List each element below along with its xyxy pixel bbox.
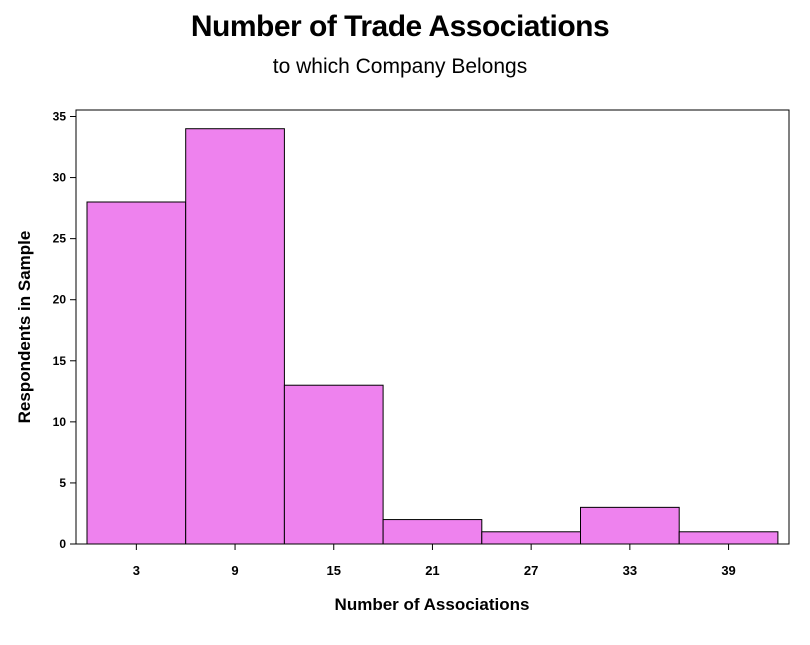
bar-3 bbox=[86, 201, 187, 545]
x-tick-label: 27 bbox=[524, 563, 538, 578]
y-tick-label: 10 bbox=[53, 415, 67, 429]
x-tick-label: 3 bbox=[133, 563, 140, 578]
y-tick-label: 25 bbox=[53, 232, 67, 246]
y-tick-label: 0 bbox=[59, 537, 66, 551]
x-tick-label: 33 bbox=[623, 563, 637, 578]
x-axis: 3 9 15 21 27 33 39 bbox=[133, 544, 736, 578]
y-tick-label: 15 bbox=[53, 354, 67, 368]
x-tick-label: 9 bbox=[231, 563, 238, 578]
bar-27 bbox=[481, 531, 581, 545]
bar-15 bbox=[283, 384, 384, 545]
x-tick-label: 15 bbox=[327, 563, 341, 578]
bars-group bbox=[86, 128, 779, 545]
x-tick-label: 21 bbox=[425, 563, 439, 578]
chart-title: Number of Trade Associations bbox=[190, 10, 610, 43]
y-axis: 0 5 10 15 20 25 30 35 bbox=[53, 110, 76, 551]
chart-subtitle: to which Company Belongs bbox=[272, 55, 528, 78]
x-axis-label: Number of Associations bbox=[335, 595, 530, 614]
y-tick-label: 5 bbox=[59, 476, 66, 490]
y-tick-label: 20 bbox=[53, 293, 67, 307]
y-tick-label: 35 bbox=[53, 110, 67, 124]
bar-33 bbox=[580, 506, 680, 545]
y-tick-label: 30 bbox=[53, 171, 67, 185]
bar-39 bbox=[678, 531, 779, 545]
y-axis-label: Respondents in Sample bbox=[15, 231, 34, 424]
x-tick-label: 39 bbox=[721, 563, 735, 578]
bar-9 bbox=[185, 128, 285, 545]
bar-21 bbox=[382, 519, 483, 545]
